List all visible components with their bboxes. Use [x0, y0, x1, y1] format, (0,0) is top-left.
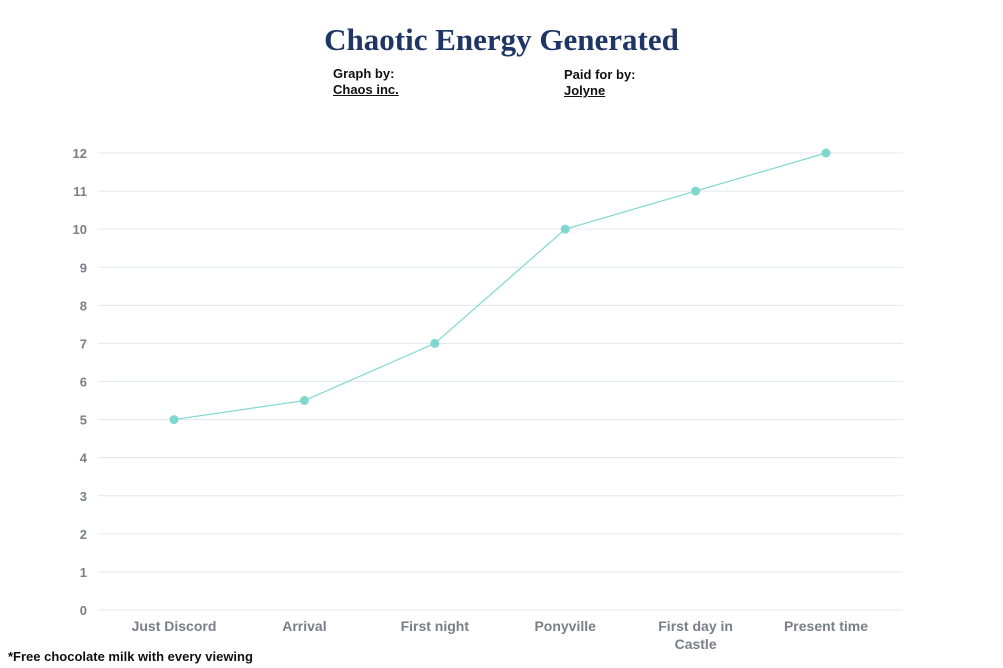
y-tick-label: 3	[80, 489, 87, 504]
data-point[interactable]	[169, 415, 179, 425]
x-tick-label: Just Discord	[132, 618, 217, 634]
data-point[interactable]	[299, 396, 309, 406]
chart-title: Chaotic Energy Generated	[324, 22, 679, 57]
y-tick-label: 6	[80, 375, 87, 390]
graph-by-link[interactable]: Chaos inc.	[333, 82, 399, 97]
data-point[interactable]	[691, 186, 701, 196]
paid-for-by-label: Paid for by:	[564, 67, 636, 82]
grid-lines	[98, 152, 903, 611]
data-point[interactable]	[430, 338, 440, 348]
paid-credit: Paid for by: Jolyne	[564, 67, 636, 99]
y-tick-label: 2	[80, 527, 87, 542]
x-tick-label: Present time	[784, 618, 868, 634]
x-tick-label: First night	[401, 618, 470, 634]
y-tick-label: 9	[80, 260, 87, 275]
series-line	[173, 152, 827, 421]
y-tick-label: 1	[80, 565, 87, 580]
y-tick-label: 12	[73, 146, 87, 161]
y-tick-label: 8	[80, 298, 87, 313]
graph-by-label: Graph by:	[333, 66, 395, 81]
y-tick-label: 11	[73, 184, 87, 199]
y-tick-label: 4	[80, 451, 88, 466]
y-tick-label: 10	[73, 222, 87, 237]
y-tick-label: 7	[80, 336, 87, 351]
x-tick-label: Arrival	[282, 618, 326, 634]
data-point[interactable]	[560, 224, 570, 234]
y-tick-label: 0	[80, 603, 87, 618]
data-point[interactable]	[821, 148, 831, 158]
x-tick-label: Ponyville	[534, 618, 596, 634]
paid-for-by-link[interactable]: Jolyne	[564, 83, 606, 98]
series-line-path	[173, 152, 827, 421]
graph-credit: Graph by: Chaos inc.	[333, 66, 399, 98]
y-tick-label: 5	[80, 413, 87, 428]
x-tick-label: First day in Castle	[658, 618, 733, 652]
data-points	[169, 148, 831, 425]
x-axis-ticks: Just Discord Arrival First night Ponyville F…	[132, 618, 869, 652]
footnote: *Free chocolate milk with every viewing	[8, 649, 253, 664]
